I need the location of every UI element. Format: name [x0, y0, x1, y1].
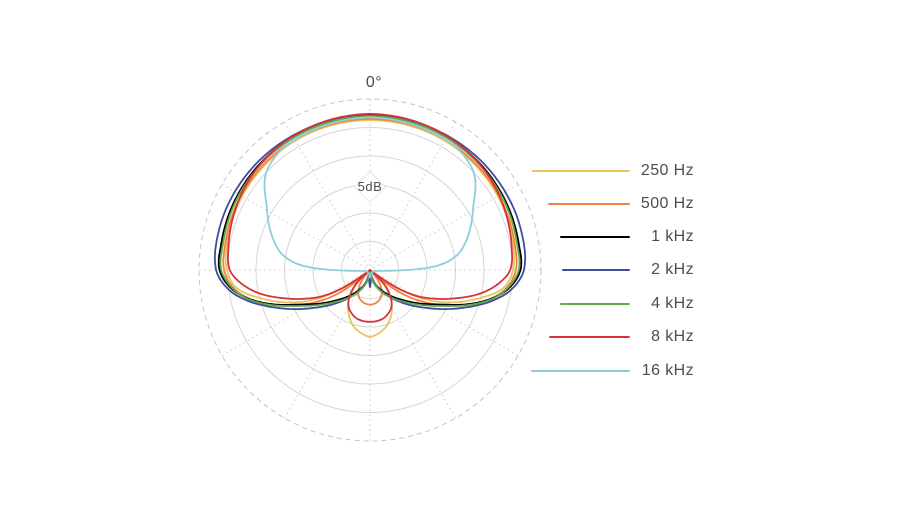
legend-label-2khz: 2 kHz	[651, 261, 694, 278]
legend-swatch-1khz	[560, 235, 630, 238]
angle-0-label: 0°	[366, 74, 382, 91]
legend-label-1khz: 1 kHz	[651, 227, 694, 245]
legend-label-250hz: 250 Hz	[640, 162, 694, 179]
legend-swatch-4khz	[560, 302, 630, 305]
legend-swatch-2khz	[562, 269, 630, 271]
legend-swatch-8khz	[549, 336, 630, 338]
legend-swatch-500hz	[548, 202, 630, 205]
curve-250hz	[224, 119, 516, 339]
legend-label-16khz: 16 kHz	[641, 362, 694, 379]
legend-swatch-250hz	[532, 170, 630, 172]
legend-label-500hz: 500 Hz	[640, 194, 694, 212]
db-scale-label: 5dB	[358, 179, 383, 194]
curve-4khz	[219, 115, 521, 307]
curve-16khz	[263, 116, 477, 279]
legend-label-8khz: 8 kHz	[651, 328, 694, 345]
grid-ring-outer-dashed	[198, 98, 542, 442]
legend-swatch-16khz	[531, 370, 630, 372]
db-label-diamond	[353, 170, 387, 204]
legend-label-4khz: 4 kHz	[651, 294, 694, 312]
curve-2khz	[213, 115, 527, 310]
grid-ring-10db	[312, 212, 428, 328]
curve-8khz	[227, 112, 513, 323]
